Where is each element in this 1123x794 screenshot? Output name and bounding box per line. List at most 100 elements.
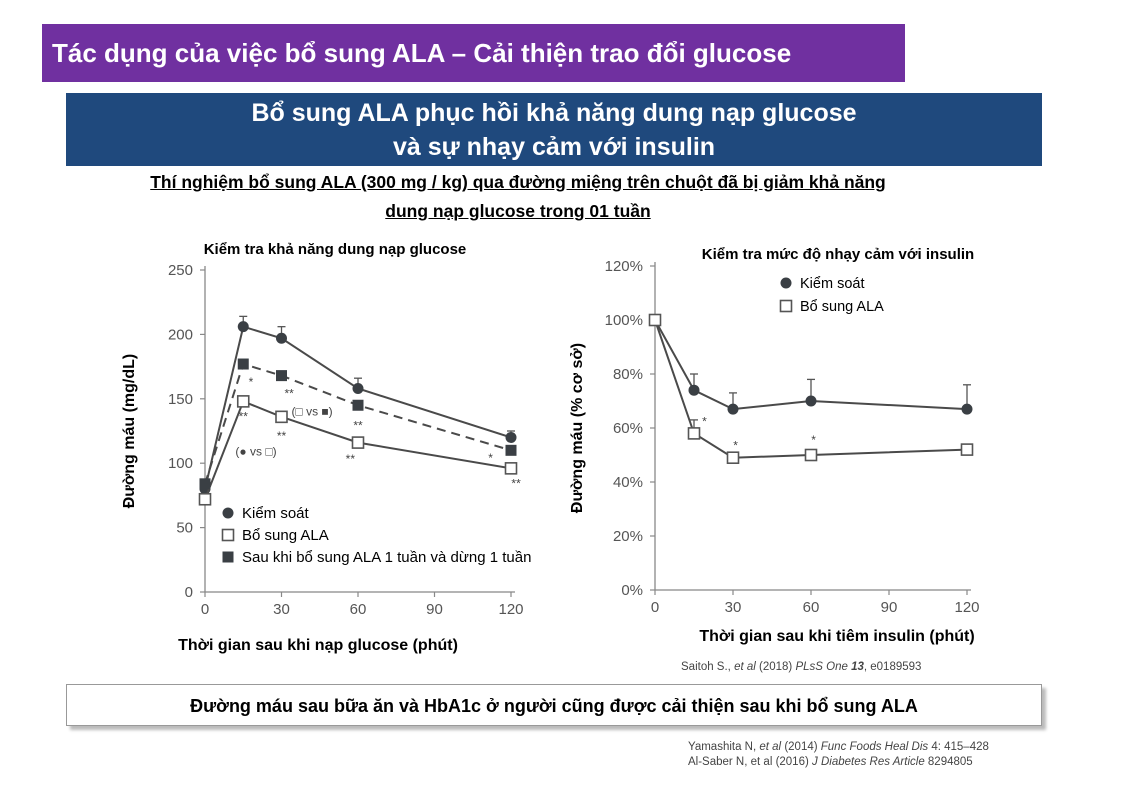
data-point: [276, 370, 287, 382]
legend-item: Bổ sung ALA: [779, 299, 884, 315]
significance-annotation: **: [284, 387, 294, 401]
human-results-note: Đường máu sau bữa ăn và HbA1c ở người cũ…: [66, 684, 1042, 726]
x-tick-label: 0: [201, 601, 209, 618]
y-tick-label: 100: [168, 455, 193, 472]
legend-label: Kiểm soát: [800, 276, 864, 292]
ref2-rest: 8294805: [924, 756, 973, 768]
reference-1: Yamashita N, et al (2014) Func Foods Hea…: [688, 741, 989, 753]
data-point: [687, 427, 701, 440]
legend-item: Sau khi bổ sung ALA 1 tuần và dừng 1 tuầ…: [222, 549, 531, 566]
legend-marker: [221, 528, 235, 542]
slide-title: Tác dụng của việc bổ sung ALA – Cải thiệ…: [42, 24, 905, 82]
x-tick-label: 120: [498, 601, 523, 618]
y-axis-label: Đường máu (% cơ sở): [569, 343, 586, 513]
x-tick-label: 30: [273, 601, 290, 618]
legend-item: Kiểm soát: [780, 276, 864, 292]
y-tick-label: 100%: [605, 312, 643, 329]
significance-annotation: (● vs □): [235, 444, 276, 458]
experiment-description-line-1: Thí nghiệm bổ sung ALA (300 mg / kg) qua…: [150, 172, 886, 192]
significance-annotation: **: [353, 419, 363, 433]
subtitle-line-2: và sự nhạy cảm với insulin: [392, 133, 716, 161]
data-point: [236, 395, 250, 408]
citation-volume: 13: [851, 661, 864, 673]
legend-label: Kiểm soát: [242, 505, 310, 522]
y-axis-label: Đường máu (mg/dL): [121, 354, 138, 509]
data-point: [505, 444, 517, 456]
x-axis-label: Thời gian sau khi nạp glucose (phút): [178, 637, 458, 654]
data-point: [199, 478, 211, 490]
y-tick-label: 60%: [613, 420, 643, 437]
subtitle-banner: Bổ sung ALA phục hồi khả năng dung nạp g…: [66, 93, 1042, 166]
ref1-journal: Func Foods Heal Dis: [820, 741, 929, 753]
glucose-tolerance-chart: 0 50 100 150 200 250 0 30 60 90 120 Kiểm tra khả nă…: [121, 241, 531, 654]
data-point: [237, 358, 249, 370]
data-point: [237, 321, 249, 333]
significance-annotation: *: [488, 451, 493, 465]
x-tick-label: 60: [350, 601, 367, 618]
x-tick-label: 0: [651, 599, 659, 616]
y-tick-label: 80%: [613, 366, 643, 383]
chart-citation: Saitoh S., et al (2018) PLsS One 13, e01…: [681, 661, 921, 673]
citation-etal: et al: [734, 661, 756, 673]
y-tick-label: 40%: [613, 474, 643, 491]
y-tick-label: 20%: [613, 528, 643, 545]
data-point: [727, 403, 739, 415]
y-tick-label: 250: [168, 262, 193, 279]
x-tick-label: 30: [725, 599, 742, 616]
y-tick-label: 120%: [605, 258, 643, 275]
experiment-description-line-2: dung nạp glucose trong 01 tuần: [385, 201, 651, 221]
citation-prefix: Saitoh S.,: [681, 661, 735, 673]
significance-annotation: *: [702, 414, 707, 428]
series-group: [648, 313, 974, 464]
citation-journal: PLsS One: [795, 661, 852, 673]
ref1-prefix: Yamashita N,: [688, 741, 760, 753]
legend-label: Bổ sung ALA: [800, 299, 884, 315]
data-point: [726, 451, 740, 464]
data-point: [276, 332, 287, 344]
data-point: [505, 431, 517, 443]
legend-label: Bổ sung ALA: [242, 527, 329, 544]
chart-title: Kiểm tra khả năng dung nạp glucose: [204, 241, 467, 258]
x-tick-label: 120: [954, 599, 979, 616]
y-tick-label: 0: [185, 584, 193, 601]
legend-item: Bổ sung ALA: [221, 527, 329, 544]
data-point: [198, 492, 212, 506]
ref1-rest: 4: 415–428: [928, 741, 989, 753]
citation-rest: , e0189593: [863, 661, 922, 673]
significance-annotation: **: [346, 452, 356, 466]
data-point: [805, 395, 817, 407]
legend-marker: [222, 507, 234, 519]
y-tick-label: 50: [176, 520, 193, 537]
legend-marker: [780, 277, 792, 289]
data-point: [352, 382, 364, 394]
significance-annotation: *: [811, 433, 816, 447]
series-group: [649, 314, 973, 415]
data-point: [960, 443, 974, 456]
x-axis-label: Thời gian sau khi tiêm insulin (phút): [699, 628, 974, 645]
series-group: [199, 358, 517, 490]
citation-year: (2018): [755, 661, 796, 673]
data-point: [504, 462, 518, 475]
x-tick-label: 90: [426, 601, 443, 618]
series-group: [198, 395, 518, 506]
legend-marker: [222, 551, 234, 563]
y-tick-label: 200: [168, 326, 193, 343]
data-point: [275, 410, 288, 424]
data-point: [804, 448, 818, 462]
y-tick-label: 0%: [621, 582, 643, 599]
significance-annotation: **: [511, 477, 521, 491]
legend-label: Sau khi bổ sung ALA 1 tuần và dừng 1 tuầ…: [242, 549, 531, 566]
x-tick-label: 60: [803, 599, 820, 616]
data-point: [688, 384, 700, 396]
insulin-sensitivity-chart: 0% 20% 40% 60% 80% 100% 120% 0 30 60 90 120 Kiểm tra…: [569, 246, 980, 645]
significance-annotation: *: [249, 375, 254, 389]
y-tick-label: 150: [168, 391, 193, 408]
x-tick-label: 90: [881, 599, 898, 616]
data-point: [648, 313, 662, 327]
significance-annotation: (□ vs ■): [292, 405, 333, 419]
significance-annotation: **: [277, 429, 287, 443]
subtitle-line-1: Bổ sung ALA phục hồi khả năng dung nạp g…: [251, 99, 857, 127]
ref2-prefix: Al-Saber N, et al (2016): [688, 756, 813, 768]
data-point: [351, 436, 365, 449]
significance-annotation: *: [733, 439, 738, 453]
